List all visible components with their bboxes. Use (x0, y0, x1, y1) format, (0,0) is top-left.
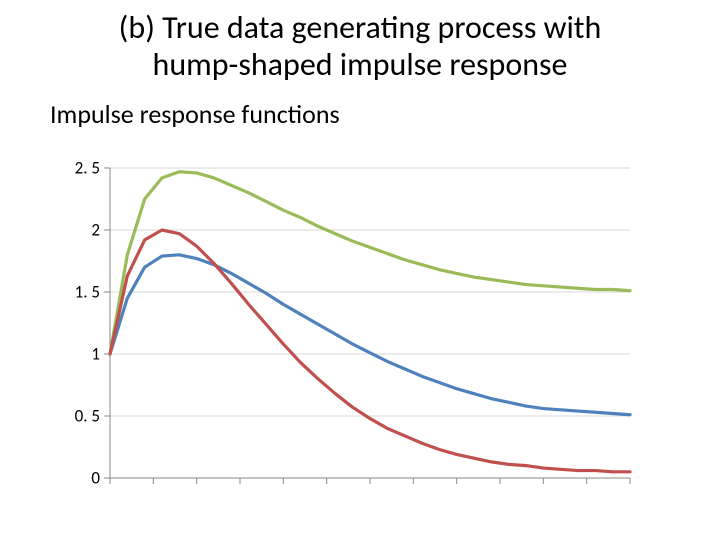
ytick-label: 0 (91, 468, 110, 489)
ytick-label: 1. 5 (75, 282, 110, 303)
slide-title: (b) True data generating process with hu… (0, 0, 720, 84)
slide-subtitle: Impulse response functions (0, 84, 720, 130)
title-line-2: hump-shaped impulse response (0, 47, 720, 84)
impulse-response-chart: 00. 511. 522. 5 (110, 168, 670, 508)
chart-svg (110, 168, 630, 478)
slide: (b) True data generating process with hu… (0, 0, 720, 540)
ytick-label: 2 (91, 220, 110, 241)
title-line-1: (b) True data generating process with (0, 10, 720, 47)
ytick-label: 2. 5 (75, 158, 110, 179)
ytick-label: 1 (91, 344, 110, 365)
ytick-label: 0. 5 (75, 406, 110, 427)
